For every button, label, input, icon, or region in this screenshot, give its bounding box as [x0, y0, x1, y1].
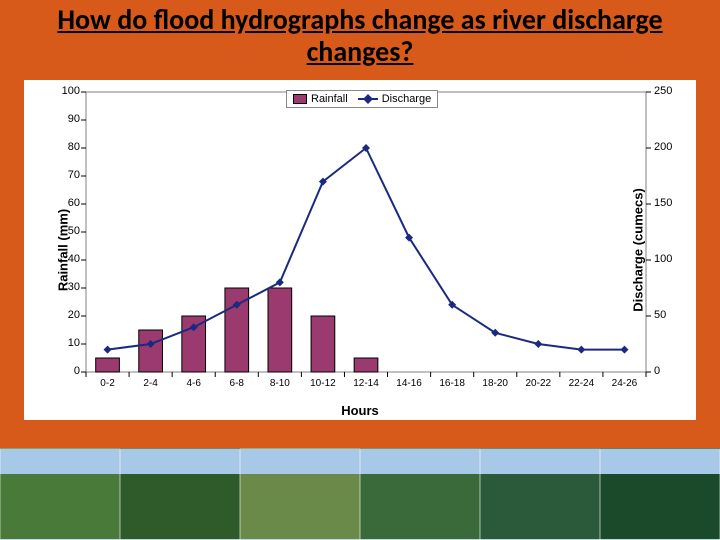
xtick: 2-4: [133, 378, 169, 389]
slide: How do flood hydrographs change as river…: [0, 0, 720, 540]
hydrograph-chart: Rainfall (mm) Discharge (cumecs) Hours R…: [24, 80, 696, 420]
xtick: 14-16: [391, 378, 427, 389]
ytick-right: 200: [654, 141, 688, 153]
ytick-left: 20: [50, 309, 80, 321]
xtick: 6-8: [219, 378, 255, 389]
xtick: 24-26: [606, 378, 642, 389]
chart-svg: [24, 80, 696, 420]
ytick-left: 40: [50, 253, 80, 265]
ytick-left: 70: [50, 169, 80, 181]
ytick-right: 100: [654, 253, 688, 265]
ytick-left: 90: [50, 113, 80, 125]
footer-image-1: [0, 448, 120, 540]
legend-discharge-label: Discharge: [382, 93, 432, 105]
ytick-left: 10: [50, 337, 80, 349]
ytick-left: 30: [50, 281, 80, 293]
xtick: 16-18: [434, 378, 470, 389]
y-right-axis-label: Discharge (cumecs): [631, 188, 646, 312]
ytick-left: 80: [50, 141, 80, 153]
x-axis-label: Hours: [341, 403, 379, 418]
xtick: 18-20: [477, 378, 513, 389]
footer-image-3: [240, 448, 360, 540]
xtick: 20-22: [520, 378, 556, 389]
ytick-right: 50: [654, 309, 688, 321]
page-title: How do flood hydrographs change as river…: [0, 0, 720, 70]
xtick: 22-24: [563, 378, 599, 389]
xtick: 0-2: [90, 378, 126, 389]
ytick-left: 100: [50, 85, 80, 97]
footer-image-6: [600, 448, 720, 540]
chart-legend: Rainfall Discharge: [286, 90, 438, 108]
xtick: 8-10: [262, 378, 298, 389]
ytick-right: 250: [654, 85, 688, 97]
legend-discharge-line: [358, 98, 378, 100]
footer-image-2: [120, 448, 240, 540]
ytick-right: 0: [654, 365, 688, 377]
footer-image-4: [360, 448, 480, 540]
legend-rainfall-label: Rainfall: [311, 93, 348, 105]
legend-rainfall-swatch: [293, 94, 307, 104]
ytick-left: 0: [50, 365, 80, 377]
footer-image-5: [480, 448, 600, 540]
footer-image-strip: [0, 448, 720, 540]
ytick-left: 50: [50, 225, 80, 237]
xtick: 10-12: [305, 378, 341, 389]
xtick: 4-6: [176, 378, 212, 389]
legend-discharge: Discharge: [358, 93, 432, 105]
ytick-left: 60: [50, 197, 80, 209]
xtick: 12-14: [348, 378, 384, 389]
ytick-right: 150: [654, 197, 688, 209]
legend-rainfall: Rainfall: [293, 93, 348, 105]
y-left-axis-label: Rainfall (mm): [56, 209, 71, 291]
